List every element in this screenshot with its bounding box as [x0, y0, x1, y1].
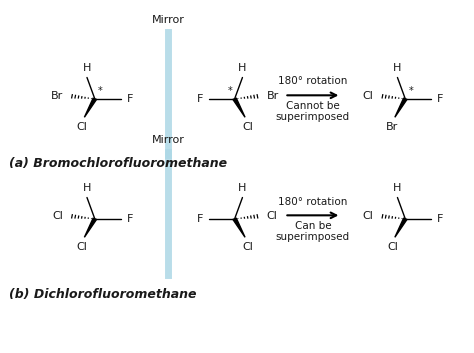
- Text: F: F: [437, 94, 443, 104]
- Text: Cl: Cl: [363, 91, 374, 101]
- Text: Cl: Cl: [363, 211, 374, 221]
- Text: F: F: [197, 94, 203, 104]
- Text: *: *: [409, 86, 413, 96]
- Text: Cl: Cl: [242, 242, 253, 252]
- Text: Cannot be
superimposed: Cannot be superimposed: [276, 101, 350, 122]
- Text: 180° rotation: 180° rotation: [278, 77, 347, 86]
- Text: Br: Br: [266, 91, 279, 101]
- Text: F: F: [437, 214, 443, 224]
- Text: H: H: [238, 183, 246, 193]
- Text: Cl: Cl: [266, 211, 277, 221]
- Text: Cl: Cl: [77, 122, 87, 132]
- Text: (b) Dichlorofluoromethane: (b) Dichlorofluoromethane: [9, 288, 197, 301]
- Text: Cl: Cl: [242, 122, 253, 132]
- Text: Br: Br: [386, 122, 399, 132]
- Text: *: *: [98, 86, 103, 96]
- Polygon shape: [84, 218, 97, 237]
- Polygon shape: [395, 218, 407, 237]
- Text: H: H: [83, 183, 91, 193]
- Text: F: F: [127, 94, 133, 104]
- Text: (a) Bromochlorofluoromethane: (a) Bromochlorofluoromethane: [9, 157, 228, 170]
- Text: Can be
superimposed: Can be superimposed: [276, 221, 350, 242]
- Text: H: H: [393, 183, 401, 193]
- Text: Mirror: Mirror: [152, 15, 185, 25]
- Text: 180° rotation: 180° rotation: [278, 197, 347, 207]
- Text: Mirror: Mirror: [152, 135, 185, 145]
- Text: *: *: [228, 86, 232, 96]
- Text: H: H: [238, 63, 246, 73]
- Polygon shape: [233, 218, 245, 237]
- Text: F: F: [197, 214, 203, 224]
- Text: H: H: [83, 63, 91, 73]
- Text: Br: Br: [51, 91, 63, 101]
- Text: Cl: Cl: [77, 242, 87, 252]
- Text: H: H: [393, 63, 401, 73]
- Polygon shape: [84, 98, 97, 117]
- Text: Cl: Cl: [387, 242, 398, 252]
- Polygon shape: [395, 98, 407, 117]
- Polygon shape: [233, 98, 245, 117]
- Text: Cl: Cl: [52, 211, 63, 221]
- Text: F: F: [127, 214, 133, 224]
